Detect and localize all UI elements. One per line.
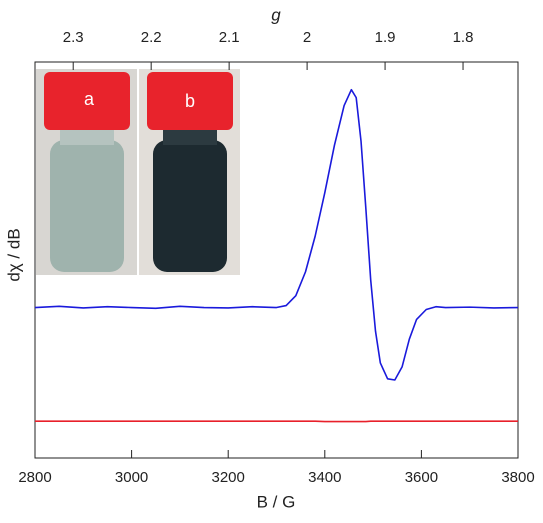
annotation: a [84,89,95,109]
x-tick-label: 3200 [212,469,245,486]
x-axis-label: B / G [257,492,296,511]
x2-tick-label: 2.1 [219,29,240,46]
x2-tick-label: 1.8 [453,29,474,46]
x-tick-label: 3800 [501,469,534,486]
bottle-a [50,140,124,272]
x2-tick-label: 2.2 [141,29,162,46]
bottle-b [153,140,227,272]
x2-tick-label: 1.9 [375,29,396,46]
x2-tick-label: 2 [303,29,311,46]
x-tick-label: 3600 [405,469,438,486]
x2-tick-label: 2.3 [63,29,84,46]
y-axis-label: dχ / dB [4,228,23,281]
photo-inset: a b [36,69,240,275]
x-tick-label: 2800 [18,469,51,486]
x2-axis-label: g [271,5,281,24]
x-tick-label: 3000 [115,469,148,486]
x-tick-label: 3400 [308,469,341,486]
annotation: b [185,91,195,111]
